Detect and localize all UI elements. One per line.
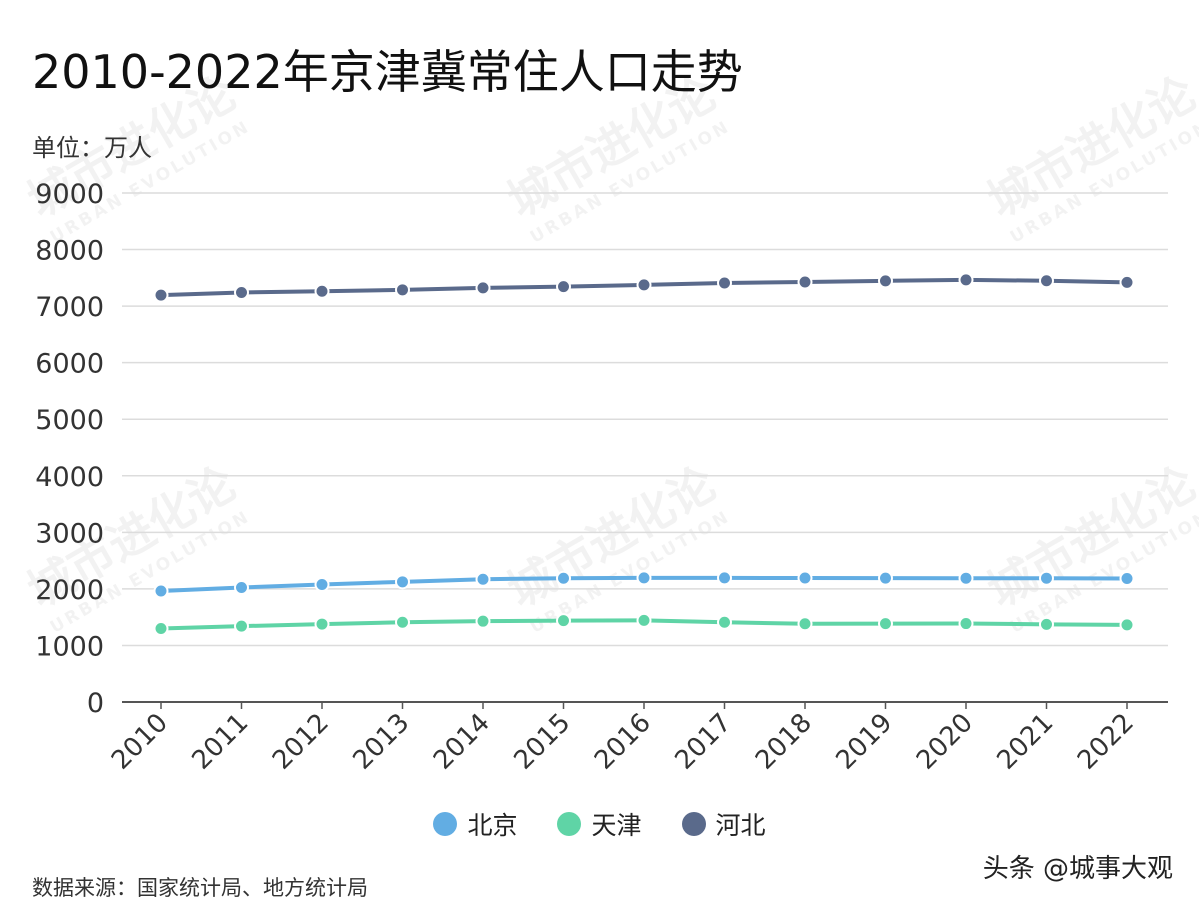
y-tick-label: 5000 — [35, 405, 104, 436]
data-point — [475, 571, 491, 587]
data-point — [1119, 617, 1135, 633]
legend-marker — [433, 812, 458, 836]
data-point — [234, 618, 249, 634]
x-tick-label: 2014 — [428, 708, 496, 776]
x-tick-label: 2016 — [589, 708, 657, 776]
data-point — [1039, 616, 1054, 632]
data-point — [878, 570, 893, 586]
data-point — [717, 614, 732, 630]
y-tick-label: 7000 — [35, 292, 104, 323]
legend-item-tianjin[interactable]: 天津 — [557, 806, 642, 842]
data-point — [1119, 274, 1135, 290]
data-point — [475, 280, 491, 296]
credit: 头条 @城事大观 — [982, 854, 1173, 884]
data-point — [153, 287, 169, 303]
x-tick-label: 2012 — [267, 708, 335, 776]
chart-title: 2010-2022年京津冀常住人口走势 — [32, 45, 743, 99]
y-tick-label: 1000 — [35, 631, 104, 662]
x-tick-label: 2022 — [1072, 708, 1140, 776]
data-point — [797, 274, 813, 290]
data-point — [958, 616, 974, 632]
x-tick-label: 2015 — [508, 708, 576, 776]
x-tick-label: 2021 — [991, 708, 1059, 776]
data-point — [1039, 570, 1054, 586]
y-tick-label: 3000 — [35, 518, 104, 549]
x-tick-label: 2020 — [911, 708, 979, 776]
data-point — [556, 570, 571, 586]
x-tick-label: 2011 — [186, 708, 254, 776]
data-point — [636, 570, 652, 586]
legend-item-hebei[interactable]: 河北 — [681, 806, 766, 842]
data-point — [958, 570, 974, 586]
data-point — [636, 277, 652, 293]
data-point — [314, 616, 330, 632]
y-tick-label: 6000 — [35, 349, 104, 380]
y-tick-label: 2000 — [35, 575, 104, 606]
data-point — [234, 284, 249, 300]
legend-label: 北京 — [467, 811, 518, 840]
data-point — [395, 574, 410, 590]
data-point — [395, 614, 410, 630]
data-point — [475, 613, 491, 629]
y-tick-label: 4000 — [35, 462, 104, 493]
legend-marker — [681, 812, 706, 836]
y-tick-label: 8000 — [35, 236, 104, 267]
legend: 北京 天津 河北 — [0, 806, 1199, 842]
legend-marker — [557, 812, 582, 836]
y-tick-label: 9000 — [35, 179, 104, 210]
x-tick-label: 2018 — [750, 708, 818, 776]
x-tick-label: 2013 — [347, 708, 415, 776]
data-point — [717, 570, 732, 586]
data-point — [878, 616, 893, 632]
data-point — [878, 273, 893, 289]
data-point — [958, 272, 974, 288]
data-point — [395, 282, 410, 298]
data-point — [153, 583, 169, 599]
data-point — [1039, 273, 1054, 289]
data-source: 数据来源：国家统计局、地方统计局 — [32, 876, 368, 900]
data-point — [234, 580, 249, 596]
legend-label: 天津 — [591, 811, 642, 840]
legend-item-beijing[interactable]: 北京 — [433, 806, 517, 842]
unit-label: 单位：万人 — [32, 134, 152, 162]
data-point — [153, 621, 169, 637]
x-tick-label: 2019 — [830, 708, 898, 776]
data-point — [314, 576, 330, 592]
legend-label: 河北 — [715, 811, 766, 840]
y-tick-label: 0 — [87, 688, 104, 719]
x-tick-label: 2017 — [669, 708, 737, 776]
x-tick-label: 2010 — [106, 708, 174, 776]
data-point — [797, 570, 813, 586]
data-point — [636, 612, 652, 628]
data-point — [797, 616, 813, 632]
data-point — [717, 275, 732, 291]
data-point — [314, 283, 330, 299]
data-point — [556, 279, 571, 295]
data-point — [556, 613, 571, 629]
data-point — [1119, 570, 1135, 586]
